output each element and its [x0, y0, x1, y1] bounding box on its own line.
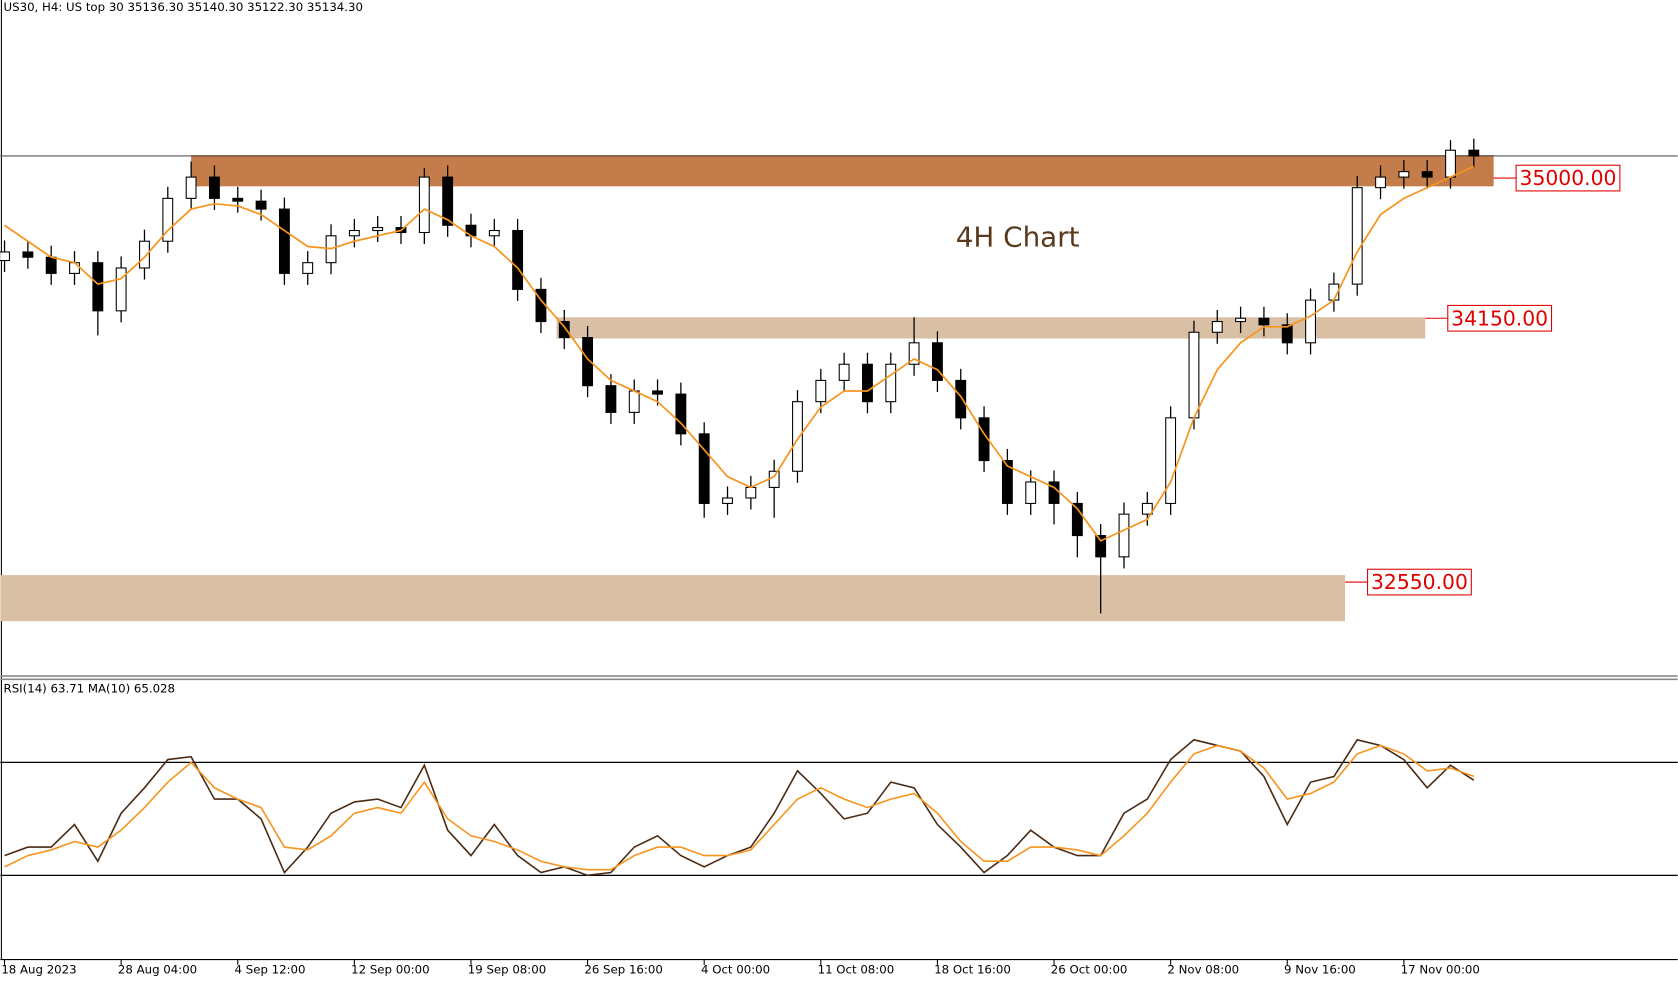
candle-body — [0, 251, 10, 262]
moving-average — [4, 165, 1475, 542]
x-tick-label: 9 Nov 16:00 — [1284, 963, 1356, 977]
rsi-title: RSI(14) 63.71 MA(10) 65.028 — [4, 681, 175, 695]
level-label-box — [1447, 304, 1553, 332]
candle-body — [768, 470, 780, 488]
rsi-pane — [0, 738, 1678, 877]
candle-body — [628, 390, 640, 413]
candle-body — [745, 486, 757, 499]
candle-body — [162, 197, 174, 242]
candle-body — [348, 229, 360, 237]
x-tick-label: 12 Sep 00:00 — [351, 963, 429, 977]
candle-body — [1071, 502, 1083, 537]
candle-body — [1281, 324, 1293, 344]
zone — [191, 154, 1494, 187]
annotation: 4H Chart — [956, 221, 1080, 254]
candle-body — [1398, 171, 1410, 178]
candle-body — [45, 256, 57, 274]
candle-body — [488, 229, 500, 237]
candle-body — [1445, 149, 1456, 178]
rsi-line — [4, 744, 1475, 871]
x-tick-label: 28 Aug 04:00 — [118, 963, 197, 977]
candle-body — [1351, 187, 1363, 285]
x-tick-label: 26 Oct 00:00 — [1051, 963, 1128, 977]
chart-title: US30, H4: US top 30 35136.30 35140.30 35… — [4, 0, 363, 14]
candle-body — [908, 342, 920, 365]
candle-body — [115, 267, 127, 312]
x-tick-label: 11 Oct 08:00 — [818, 963, 895, 977]
candle-body — [815, 379, 827, 403]
candle-body — [1095, 535, 1107, 558]
candle-body — [372, 227, 384, 232]
candle-body — [605, 385, 617, 413]
x-tick-label: 18 Oct 16:00 — [934, 963, 1011, 977]
level-label-box — [1367, 568, 1472, 596]
candle-body — [512, 229, 524, 290]
zone — [0, 575, 1346, 622]
candle-body — [185, 176, 197, 199]
candle-body — [838, 363, 850, 381]
candle-body — [232, 197, 244, 202]
candle-body — [955, 379, 967, 419]
candle-body — [1305, 299, 1317, 344]
candle-body — [862, 363, 873, 403]
candle-body — [69, 262, 80, 274]
x-tick-label: 17 Nov 00:00 — [1401, 963, 1480, 977]
candle-body — [1165, 417, 1177, 504]
candle-body — [209, 176, 220, 199]
candle-body — [1001, 460, 1013, 504]
x-tick-label: 4 Sep 12:00 — [235, 963, 306, 977]
candle-body — [1188, 331, 1200, 419]
candle-body — [418, 176, 430, 234]
candle-body — [92, 262, 104, 312]
price-pane: 35000.00 34150.00 32550.00 — [0, 138, 1678, 622]
x-tick-label: 26 Sep 16:00 — [584, 963, 662, 977]
candle-body — [558, 321, 570, 339]
candle-body — [885, 363, 897, 403]
level-label: 34150.00 — [1451, 306, 1548, 330]
x-tick-label: 4 Oct 00:00 — [701, 963, 770, 977]
candle-body — [1375, 176, 1386, 189]
candle-body — [22, 251, 34, 258]
candle-body — [582, 337, 594, 387]
candle-body — [1235, 317, 1247, 323]
candle-body — [1258, 317, 1270, 326]
candle-body — [1421, 171, 1433, 178]
candle-body — [1468, 149, 1480, 157]
level-label: 35000.00 — [1520, 166, 1617, 190]
candle-body — [652, 390, 663, 395]
candle-body — [1211, 321, 1223, 333]
candle-body — [302, 262, 314, 274]
candle-body — [442, 176, 454, 226]
level-label-box — [1515, 164, 1621, 192]
candle-body — [675, 393, 687, 435]
candle-body — [931, 342, 943, 381]
x-tick-label: 18 Aug 2023 — [1, 963, 76, 977]
x-tick-label: 2 Nov 08:00 — [1167, 963, 1239, 977]
candle-body — [278, 208, 290, 274]
zone — [556, 317, 1426, 339]
candle-body — [1025, 481, 1037, 504]
candle-body — [1118, 513, 1130, 558]
candle-body — [792, 401, 803, 472]
level-label: 32550.00 — [1371, 570, 1468, 594]
candle-body — [1141, 502, 1153, 515]
x-tick-label: 19 Sep 08:00 — [468, 963, 546, 977]
candle-body — [139, 240, 150, 269]
candle-body — [698, 433, 710, 504]
candle-body — [255, 200, 267, 210]
candle-body — [722, 497, 733, 504]
